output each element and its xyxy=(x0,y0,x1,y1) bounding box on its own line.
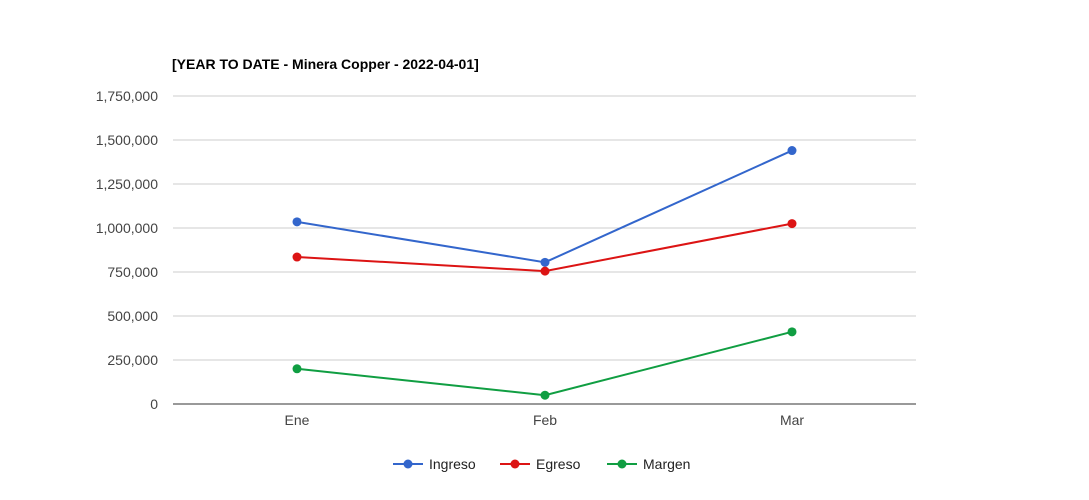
legend-marker-icon xyxy=(403,459,413,469)
legend-marker-icon xyxy=(617,459,627,469)
series-line-ingreso xyxy=(296,149,793,264)
y-tick-label: 500,000 xyxy=(107,308,158,324)
y-tick-label: 1,500,000 xyxy=(96,132,158,148)
legend-label: Margen xyxy=(643,456,690,472)
x-axis: Ene Feb Mar xyxy=(285,412,805,428)
data-point-egreso[interactable] xyxy=(540,266,550,276)
series-line-margen xyxy=(296,330,793,397)
y-tick-label: 1,750,000 xyxy=(96,88,158,104)
gridlines xyxy=(173,95,916,405)
data-point-ingreso[interactable] xyxy=(292,217,302,227)
series-ingreso xyxy=(292,146,797,267)
legend-item-margen[interactable]: Margen xyxy=(607,456,690,472)
series-lines xyxy=(292,146,797,400)
legend-item-ingreso[interactable]: Ingreso xyxy=(393,456,476,472)
data-point-ingreso[interactable] xyxy=(540,257,550,267)
legend-marker-icon xyxy=(510,459,520,469)
x-tick-label: Mar xyxy=(780,412,804,428)
legend-label: Egreso xyxy=(536,456,581,472)
data-point-margen[interactable] xyxy=(540,390,550,400)
series-egreso xyxy=(292,219,797,276)
y-tick-label: 250,000 xyxy=(107,352,158,368)
data-point-ingreso[interactable] xyxy=(787,146,797,156)
legend[interactable]: Ingreso Egreso Margen xyxy=(393,456,690,472)
y-tick-label: 0 xyxy=(150,396,158,412)
y-axis: 0 250,000 500,000 750,000 1,000,000 1,250,000… xyxy=(96,88,159,412)
legend-label: Ingreso xyxy=(429,456,476,472)
series-margen xyxy=(292,327,797,400)
y-tick-label: 1,250,000 xyxy=(96,176,158,192)
y-tick-label: 750,000 xyxy=(107,264,158,280)
legend-item-egreso[interactable]: Egreso xyxy=(500,456,581,472)
x-tick-label: Feb xyxy=(533,412,557,428)
data-point-egreso[interactable] xyxy=(292,252,302,262)
data-point-margen[interactable] xyxy=(787,327,797,337)
data-point-egreso[interactable] xyxy=(787,219,797,229)
chart-title: [YEAR TO DATE - Minera Copper - 2022-04-… xyxy=(172,56,479,72)
x-tick-label: Ene xyxy=(285,412,310,428)
data-point-margen[interactable] xyxy=(292,364,302,374)
y-tick-label: 1,000,000 xyxy=(96,220,158,236)
